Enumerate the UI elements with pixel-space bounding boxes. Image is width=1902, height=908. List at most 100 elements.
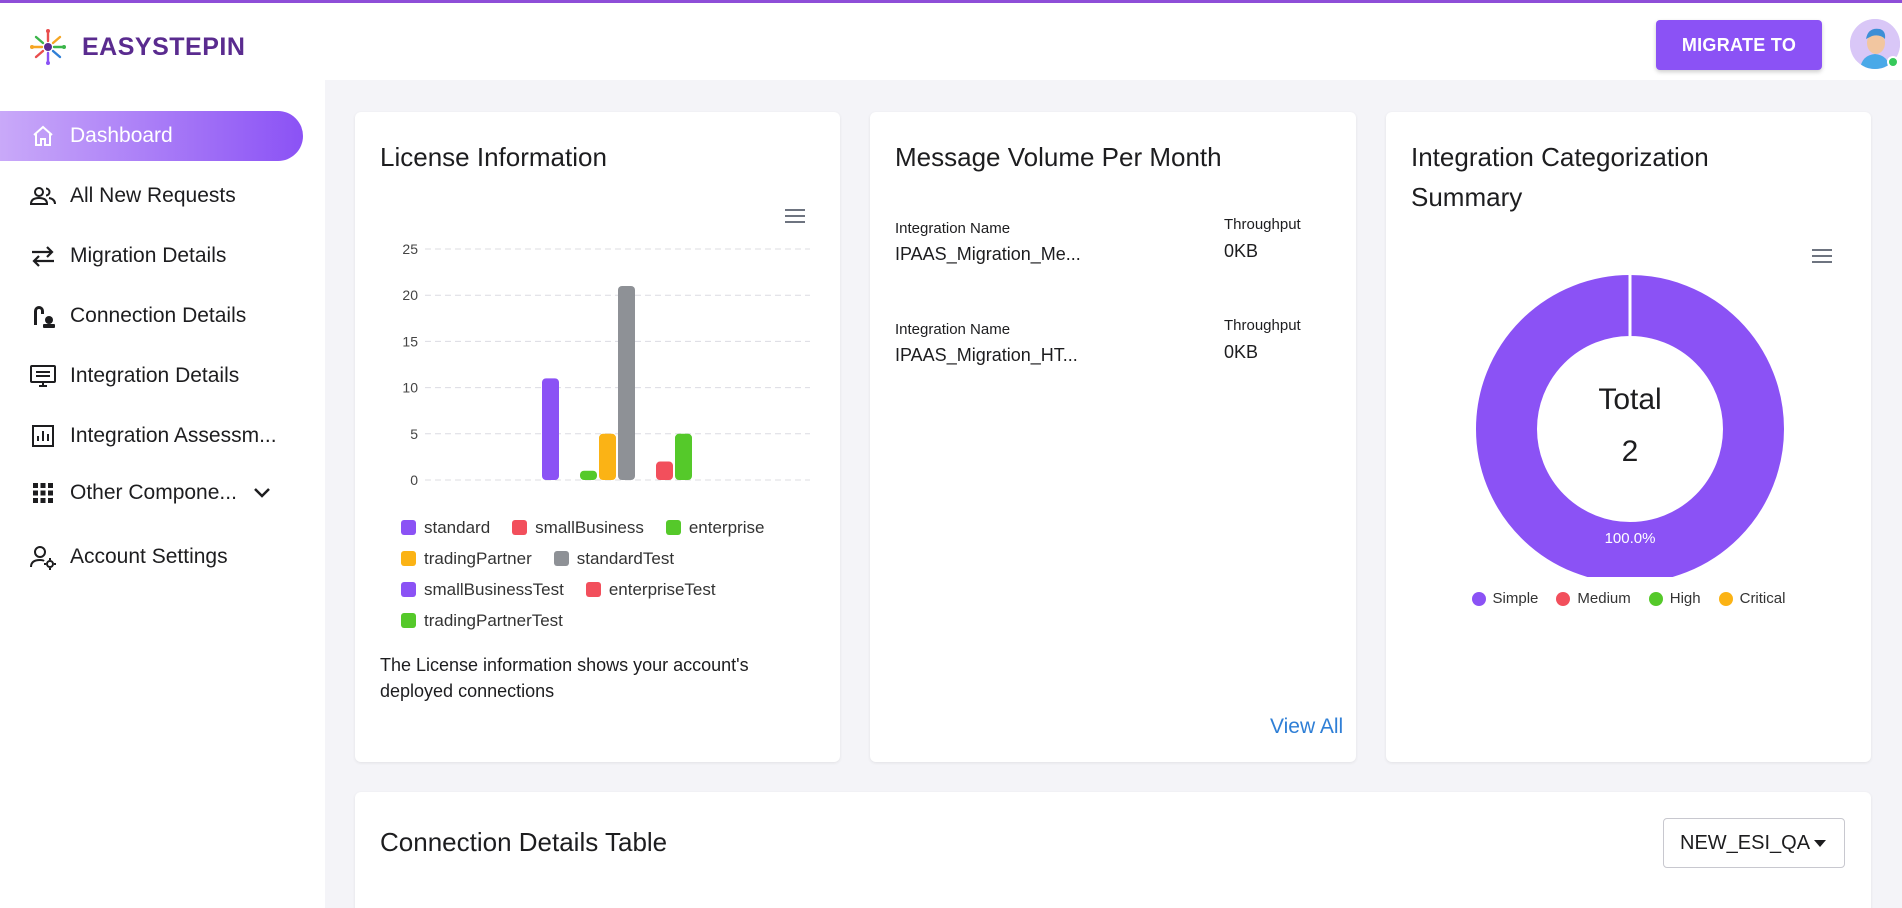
bar-standard[interactable] — [542, 378, 559, 480]
sidebar-item-dashboard[interactable]: Dashboard — [0, 111, 303, 161]
legend-dot — [1648, 591, 1663, 606]
chart-menu-icon[interactable] — [1812, 249, 1832, 265]
legend-item-critical[interactable]: Critical — [1718, 590, 1786, 607]
throughput-value: 0KB — [1224, 342, 1259, 362]
bar-tradingPartnerTest[interactable] — [675, 433, 692, 480]
sidebar-item-connection-details[interactable]: Connection Details — [0, 291, 303, 341]
brand[interactable]: EASYSTEPIN — [28, 27, 245, 67]
connection-table-title: Connection Details Table — [380, 827, 668, 857]
legend-item[interactable]: enterprise — [665, 517, 765, 538]
swap-arrows-icon — [30, 243, 56, 269]
sidebar-item-other-components[interactable]: Other Compone... — [0, 468, 303, 518]
legend-label: standard — [424, 517, 491, 537]
environment-select-value: NEW_ESI_QA — [1680, 831, 1811, 854]
grid-icon — [30, 480, 56, 506]
y-tick-label: 10 — [402, 380, 418, 396]
sidebar-item-label: Dashboard — [70, 124, 173, 147]
sidebar-item-migration-details[interactable]: Migration Details — [0, 231, 303, 281]
legend-item[interactable]: standard — [401, 518, 490, 538]
legend-swatch — [512, 520, 528, 535]
categorization-title-line1: Integration Categorization — [1411, 142, 1709, 172]
sidebar-item-label: Other Compone... — [70, 481, 237, 504]
license-legend: standard smallBusiness enterprise tradin… — [401, 512, 801, 636]
donut-center-value: 2 — [1622, 435, 1639, 468]
legend-swatch — [401, 582, 416, 597]
legend-item[interactable]: standardTest — [553, 549, 674, 569]
y-tick-label: 25 — [402, 241, 418, 257]
y-tick-label: 20 — [402, 287, 418, 303]
legend-item[interactable]: tradingPartner — [401, 549, 532, 569]
bar-enterprise[interactable] — [580, 470, 597, 480]
license-description: The License information shows your accou… — [380, 655, 749, 701]
integration-name-value: IPAAS_Migration_HT... — [895, 345, 1078, 365]
legend-swatch — [401, 520, 416, 535]
integration-name-label: Integration Name — [895, 220, 1011, 237]
y-tick-label: 5 — [410, 426, 418, 442]
legend-label: enterpriseTest — [608, 579, 716, 599]
monitor-icon — [30, 363, 56, 389]
throughput-label: Throughput — [1224, 216, 1301, 233]
license-information-card: License Information 0 5 10 15 20 25 standard … — [355, 112, 840, 762]
legend-item[interactable]: smallBusinessTest — [401, 580, 564, 600]
sidebar-item-label: Migration Details — [70, 244, 227, 267]
chart-menu-icon[interactable] — [785, 209, 805, 225]
legend-label: Simple — [1492, 590, 1539, 607]
sidebar-item-integration-details[interactable]: Integration Details — [0, 351, 303, 401]
y-tick-label: 0 — [410, 472, 418, 487]
sidebar-item-label: Integration Details — [70, 364, 240, 387]
legend-dot — [1556, 591, 1571, 606]
legend-label: Medium — [1577, 590, 1631, 607]
donut-legend: Simple Medium High Critical — [1386, 590, 1871, 607]
brand-name: EASYSTEPIN — [82, 32, 246, 61]
sidebar-item-label: Connection Details — [70, 304, 247, 327]
view-all-link[interactable]: View All — [1270, 715, 1344, 738]
sidebar-item-label: Account Settings — [70, 545, 228, 568]
legend-item-high[interactable]: High — [1648, 590, 1701, 607]
users-icon — [30, 183, 56, 209]
bar-standardTest[interactable] — [618, 285, 635, 480]
legend-item[interactable]: tradingPartnerTest — [401, 611, 563, 631]
y-tick-label: 15 — [402, 333, 418, 349]
donut-slice-simple[interactable] — [1476, 275, 1784, 577]
throughput-label: Throughput — [1224, 317, 1301, 334]
online-status-dot — [1887, 56, 1899, 68]
message-volume-title: Message Volume Per Month — [895, 142, 1222, 172]
categorization-title-line2: Summary — [1411, 182, 1523, 212]
legend-label: High — [1669, 590, 1701, 607]
chevron-down-icon[interactable] — [253, 481, 271, 505]
message-volume-card: Message Volume Per Month Integration Nam… — [870, 112, 1356, 762]
legend-swatch — [585, 582, 601, 597]
donut-center-label: Total — [1598, 383, 1661, 416]
legend-swatch — [553, 551, 569, 566]
bar-enterpriseTest[interactable] — [656, 461, 673, 480]
connection-icon — [30, 303, 56, 329]
legend-label: tradingPartnerTest — [424, 610, 563, 630]
caret-down-icon — [1814, 840, 1826, 847]
home-icon — [30, 123, 56, 149]
slice-percent-label: 100.0% — [1605, 530, 1656, 547]
legend-label: tradingPartner — [424, 548, 532, 568]
legend-swatch — [401, 613, 416, 628]
legend-label: enterprise — [688, 517, 765, 537]
legend-swatch — [401, 551, 416, 566]
legend-item[interactable]: smallBusiness — [512, 518, 644, 538]
categorization-card: Integration Categorization Summary Total… — [1386, 112, 1871, 762]
environment-select[interactable]: NEW_ESI_QA — [1663, 818, 1845, 868]
legend-label: smallBusiness — [535, 517, 644, 537]
sidebar: Dashboard All New Requests Migration Det… — [0, 80, 325, 908]
top-bar: EASYSTEPIN MIGRATE TO — [0, 0, 1902, 80]
legend-label: Critical — [1739, 590, 1786, 607]
sidebar-item-all-new-requests[interactable]: All New Requests — [0, 171, 303, 221]
license-card-title: License Information — [380, 142, 607, 172]
bar-chart-icon — [30, 423, 56, 449]
legend-item-simple[interactable]: Simple — [1471, 590, 1539, 607]
legend-item-medium[interactable]: Medium — [1556, 590, 1631, 607]
sidebar-item-account-settings[interactable]: Account Settings — [0, 532, 303, 582]
legend-label: smallBusinessTest — [424, 579, 564, 599]
sidebar-item-integration-assessment[interactable]: Integration Assessm... — [0, 411, 303, 461]
bar-tradingPartner[interactable] — [599, 433, 616, 480]
license-bar-chart: 0 5 10 15 20 25 — [402, 241, 810, 487]
throughput-value: 0KB — [1224, 241, 1259, 261]
migrate-to-button[interactable]: MIGRATE TO — [1656, 20, 1822, 70]
legend-item[interactable]: enterpriseTest — [585, 579, 716, 600]
